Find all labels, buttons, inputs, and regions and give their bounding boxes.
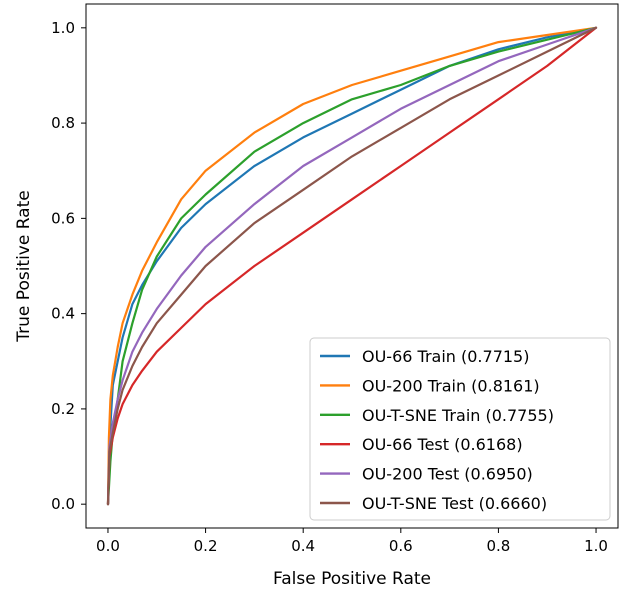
series-line-4 bbox=[106, 26, 598, 506]
legend-box bbox=[309, 337, 611, 521]
series-line-6 bbox=[106, 26, 598, 506]
legend: OU-66 Train (0.7715) OU-200 Train (0.8161… bbox=[309, 337, 611, 521]
x-tick-label: 0.8 bbox=[486, 537, 510, 555]
axes-frame bbox=[85, 3, 619, 529]
y-tick-label: 0.0 bbox=[51, 495, 75, 513]
x-tick-label: 0.6 bbox=[389, 537, 413, 555]
x-tick-label: 0.0 bbox=[96, 537, 120, 555]
y-ticks: 0.0 0.2 0.4 0.6 0.8 1.0 bbox=[51, 19, 86, 513]
y-axis-label: True Positive Rate bbox=[14, 190, 34, 342]
x-ticks: 0.0 0.2 0.4 0.6 0.8 1.0 bbox=[96, 528, 608, 555]
series-line-2 bbox=[106, 26, 598, 506]
legend-label: OU-T-SNE Test (0.6660) bbox=[362, 494, 547, 513]
y-tick-label: 1.0 bbox=[51, 19, 75, 37]
x-axis-label: False Positive Rate bbox=[273, 569, 431, 589]
y-tick-label: 0.6 bbox=[51, 209, 75, 227]
x-tick-label: 1.0 bbox=[584, 537, 608, 555]
legend-label: OU-66 Train (0.7715) bbox=[362, 347, 529, 366]
x-tick-label: 0.2 bbox=[194, 537, 218, 555]
legend-label: OU-66 Test (0.6168) bbox=[362, 435, 523, 454]
legend-label: OU-200 Train (0.8161) bbox=[362, 376, 540, 395]
series-line-5 bbox=[106, 26, 598, 506]
y-tick-label: 0.4 bbox=[51, 305, 75, 323]
y-tick-label: 0.2 bbox=[51, 400, 75, 418]
legend-label: OU-200 Test (0.6950) bbox=[362, 465, 533, 484]
y-tick-label: 0.8 bbox=[51, 114, 75, 132]
series-lines bbox=[106, 26, 598, 506]
x-tick-label: 0.4 bbox=[291, 537, 315, 555]
legend-label: OU-T-SNE Train (0.7755) bbox=[362, 406, 554, 425]
